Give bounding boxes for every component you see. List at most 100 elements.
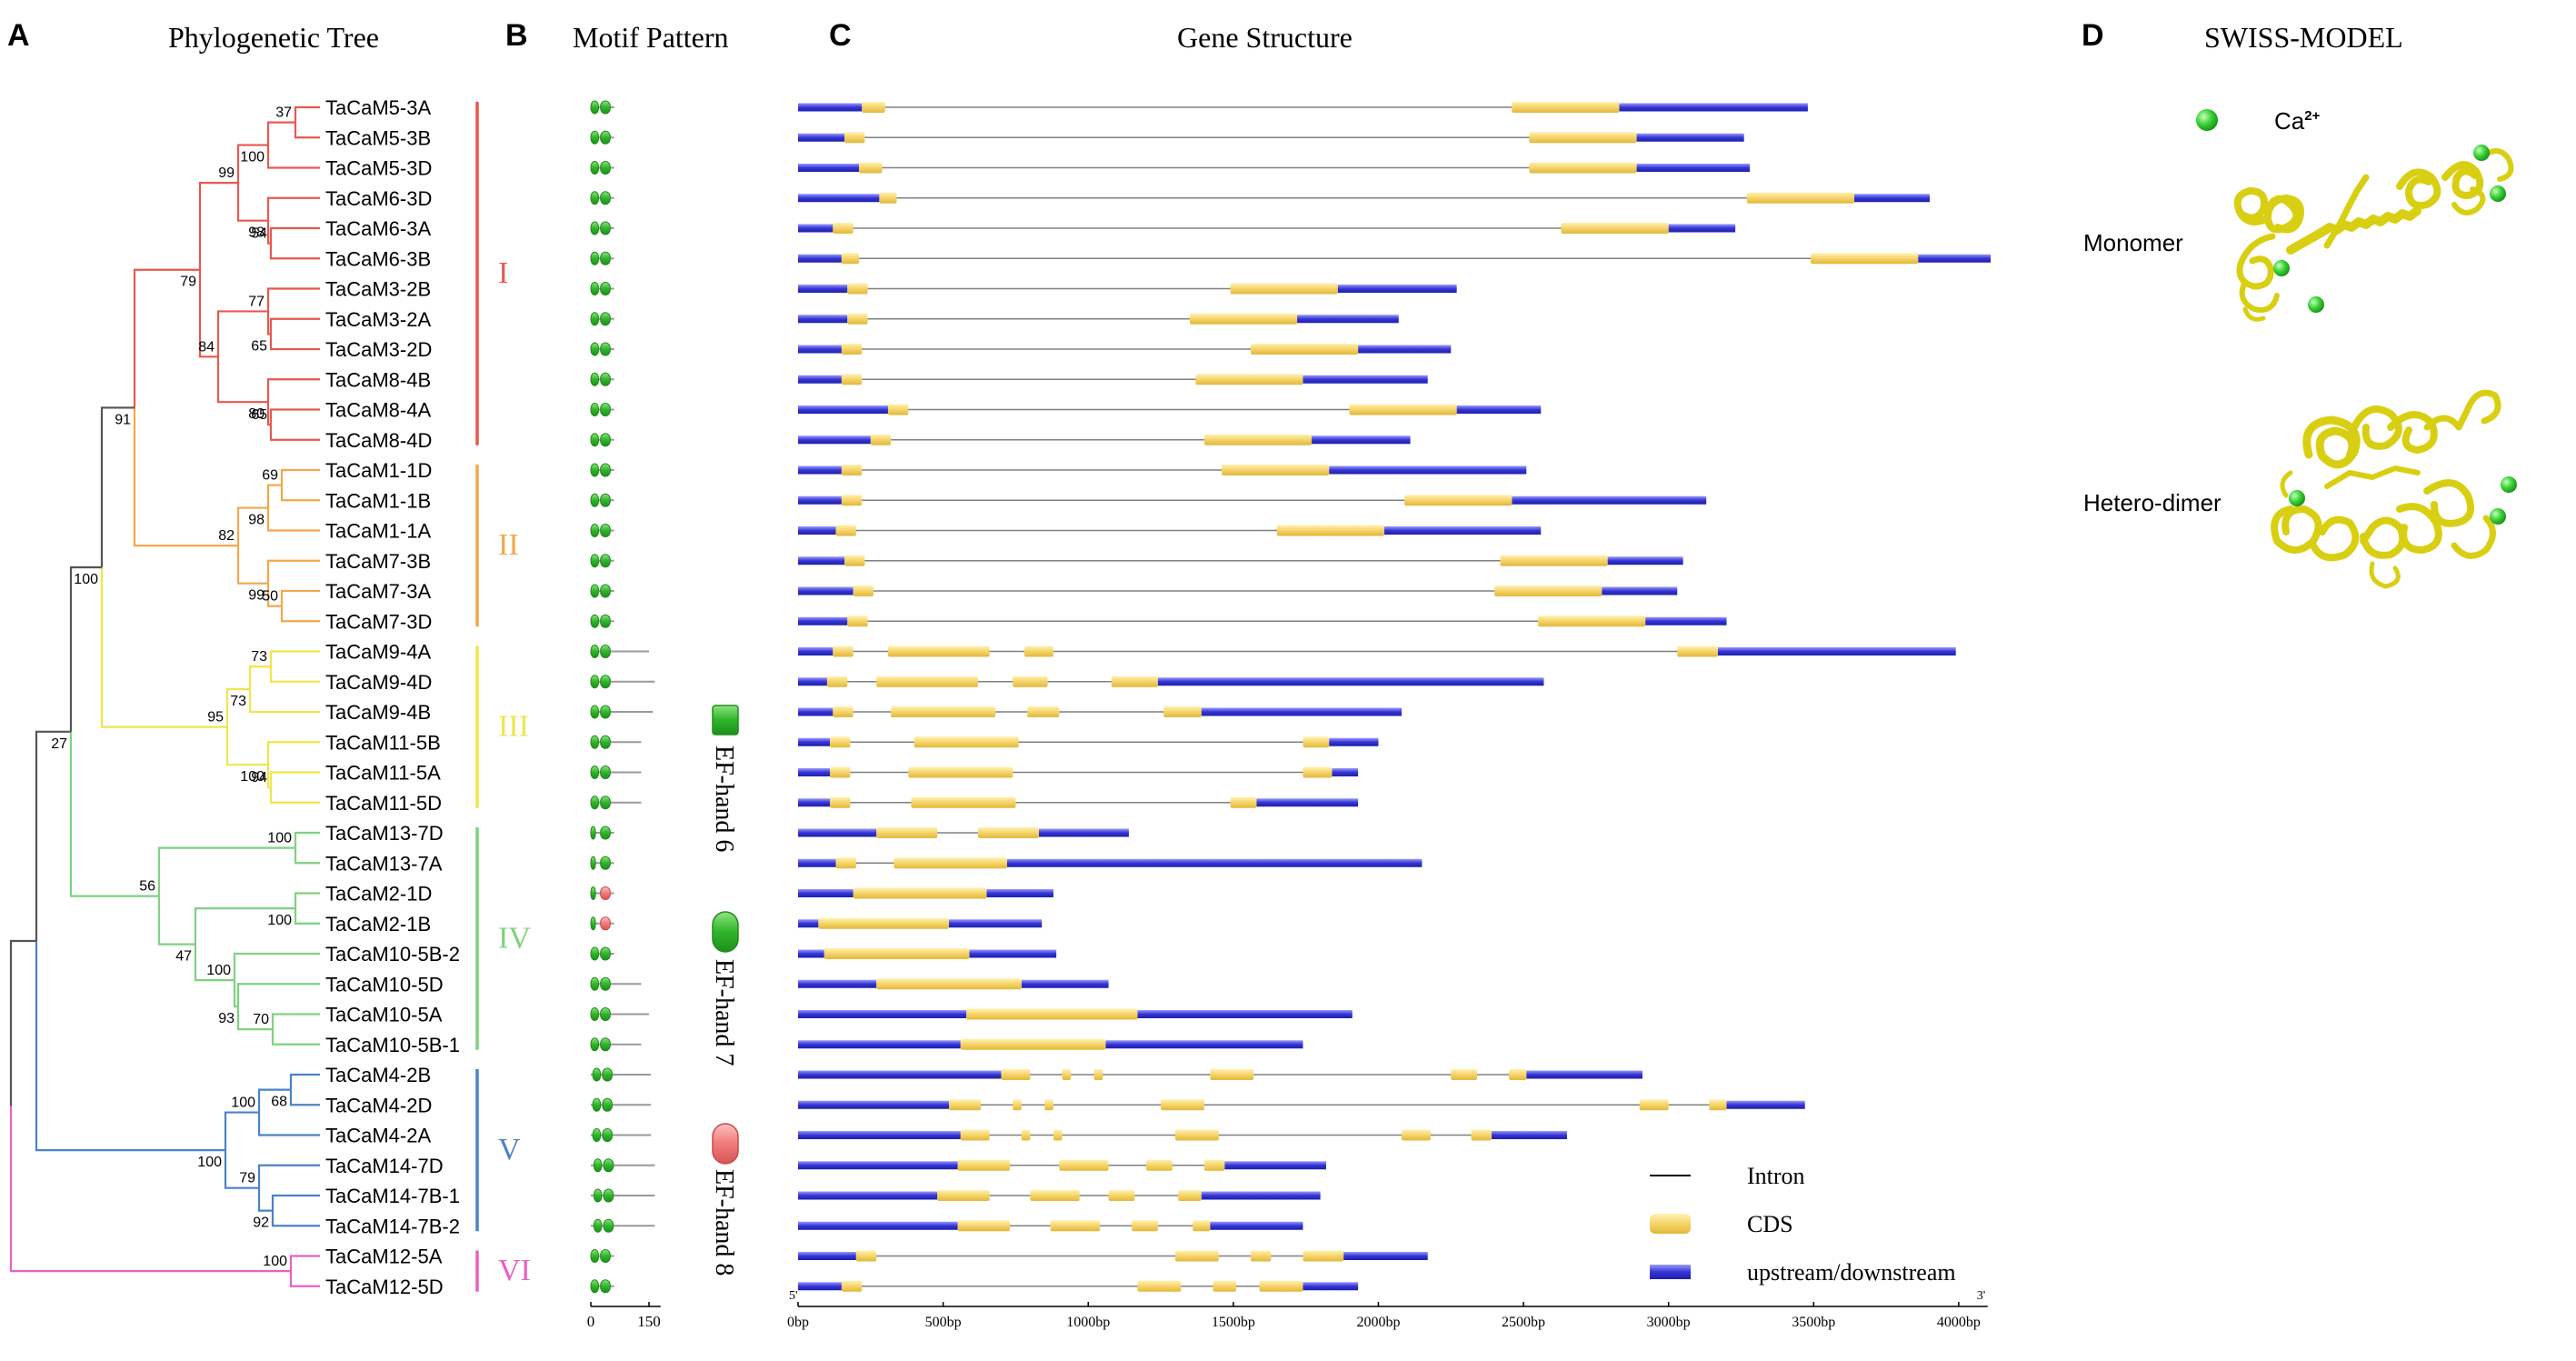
- utr-segment: [1332, 768, 1359, 776]
- cds-segment: [894, 857, 1007, 869]
- tree-branch: [294, 847, 320, 865]
- utr-segment: [1256, 798, 1359, 807]
- hetero-dimer-label: Hetero-dimer: [2083, 489, 2222, 516]
- utr-segment: [798, 224, 834, 233]
- cds-segment: [1811, 253, 1919, 265]
- bootstrap-value: 54: [251, 226, 267, 242]
- gene-structures: [798, 102, 1991, 1292]
- ef-hand-8-motif: [600, 886, 611, 900]
- panel-a-title: Phylogenetic Tree: [168, 21, 379, 54]
- ef-hand-7-motif: [600, 282, 611, 295]
- cds-segment: [1494, 585, 1603, 596]
- utr-segment: [798, 164, 860, 172]
- tree-branch: [271, 1029, 320, 1046]
- ef-hand-7-motif: [600, 342, 611, 356]
- gene-axis-tick-label: 500bp: [925, 1315, 962, 1330]
- ef-hand-7-motif: [600, 524, 611, 537]
- ef-hand-7-motif: [603, 1218, 614, 1233]
- ef-hand-7-legend-icon: [712, 911, 739, 953]
- cds-segment: [841, 1280, 863, 1292]
- utr-segment: [798, 465, 842, 475]
- bootstrap-value: 99: [218, 165, 235, 181]
- cds-segment: [841, 253, 860, 265]
- motif-axis: 0 150: [587, 1302, 661, 1330]
- gene-label: TaCaM3-2A: [325, 308, 431, 331]
- ef-hand-7-motif: [600, 161, 611, 175]
- ef-hand-6-motif: [590, 433, 600, 447]
- gene-label: TaCaM8-4A: [325, 399, 431, 422]
- cds-segment: [911, 796, 1016, 808]
- tree-branch: [9, 1106, 291, 1273]
- tree-branch: [269, 650, 320, 667]
- ef-hand-6-motif: [590, 100, 600, 115]
- utr-segment: [1297, 315, 1399, 324]
- tree-branch: [224, 1111, 259, 1151]
- cds-segment: [1639, 1099, 1669, 1111]
- ca-ion-3: [2273, 260, 2290, 276]
- ef-hand-7-motif: [600, 1249, 611, 1263]
- ef-hand-6-motif: [590, 796, 600, 810]
- utr-segment: [798, 858, 836, 867]
- bootstrap-value: 91: [115, 412, 131, 427]
- cds-segment: [1203, 1159, 1225, 1171]
- utr-segment: [798, 1161, 958, 1170]
- tree-branch: [133, 407, 238, 547]
- ef-hand-7-motif: [600, 1279, 611, 1294]
- cds-segment: [1195, 374, 1303, 385]
- cds-segment: [1013, 1099, 1022, 1111]
- gene-label: TaCaM14-7D: [325, 1155, 444, 1177]
- utr-segment: [798, 616, 848, 625]
- ef-hand-7-motif: [600, 251, 611, 265]
- tree-branch: [289, 1255, 320, 1272]
- gene-label: TaCaM6-3A: [325, 217, 431, 240]
- bootstrap-value: 100: [240, 150, 265, 165]
- cds-segment: [1132, 1220, 1158, 1232]
- utr-segment: [1607, 556, 1683, 565]
- utr-segment: [1602, 586, 1678, 595]
- ef-hand-7-motif: [600, 614, 611, 628]
- gene-axis-tick-label: 0bp: [787, 1315, 809, 1330]
- tree-branch: [224, 1150, 259, 1189]
- swiss-model-panel: Ca2+ Monomer Hetero-dimer: [2083, 107, 2517, 589]
- cds-segment: [957, 1220, 1011, 1232]
- tree-branch: [269, 787, 320, 804]
- utr-segment: [798, 1252, 856, 1260]
- ef-hand-7-motif: [602, 1067, 613, 1082]
- cds-segment: [1250, 344, 1359, 355]
- gene-labels: TaCaM5-3A TaCaM5-3B TaCaM5-3D TaCaM6-3D TaCa…: [325, 96, 460, 1298]
- utr-segment: [798, 133, 845, 142]
- cds-segment: [1349, 404, 1457, 415]
- cds-segment: [1276, 525, 1384, 536]
- bootstrap-value: 100: [231, 1096, 255, 1111]
- bootstrap-value: 65: [251, 338, 267, 354]
- gene-label: TaCaM14-7B-2: [325, 1215, 460, 1237]
- ef-hand-6-motif: [593, 1158, 603, 1173]
- cds-segment: [1709, 1099, 1727, 1111]
- bootstrap-value: 37: [275, 105, 292, 121]
- bootstrap-value: 93: [218, 1011, 235, 1026]
- ca-ion-2: [2490, 185, 2506, 202]
- tree-branch: [294, 105, 320, 123]
- tree-branch: [198, 182, 238, 270]
- gene-label: TaCaM8-4D: [325, 429, 432, 452]
- cds-segment: [887, 404, 909, 415]
- utr-segment: [986, 889, 1053, 897]
- cds-segment: [1512, 102, 1620, 113]
- utr-segment: [1491, 1131, 1567, 1139]
- intron-legend-label: Intron: [1747, 1163, 1805, 1189]
- cds-segment: [1093, 1069, 1103, 1080]
- tree-branch: [35, 730, 71, 941]
- utr-segment: [798, 798, 831, 807]
- cds-segment: [977, 827, 1039, 838]
- tree-branch: [216, 356, 268, 404]
- utr-segment: [798, 647, 834, 655]
- cds-segment: [835, 857, 856, 869]
- tree-branch: [266, 765, 271, 789]
- utr-segment: [1201, 1191, 1321, 1200]
- utr-segment: [798, 1191, 938, 1200]
- ef-hand-6-motif: [593, 1218, 603, 1233]
- tree-branch: [157, 846, 295, 896]
- cds-segment: [1030, 1190, 1080, 1201]
- bootstrap-value: 47: [175, 949, 192, 965]
- tree-branch: [280, 589, 320, 606]
